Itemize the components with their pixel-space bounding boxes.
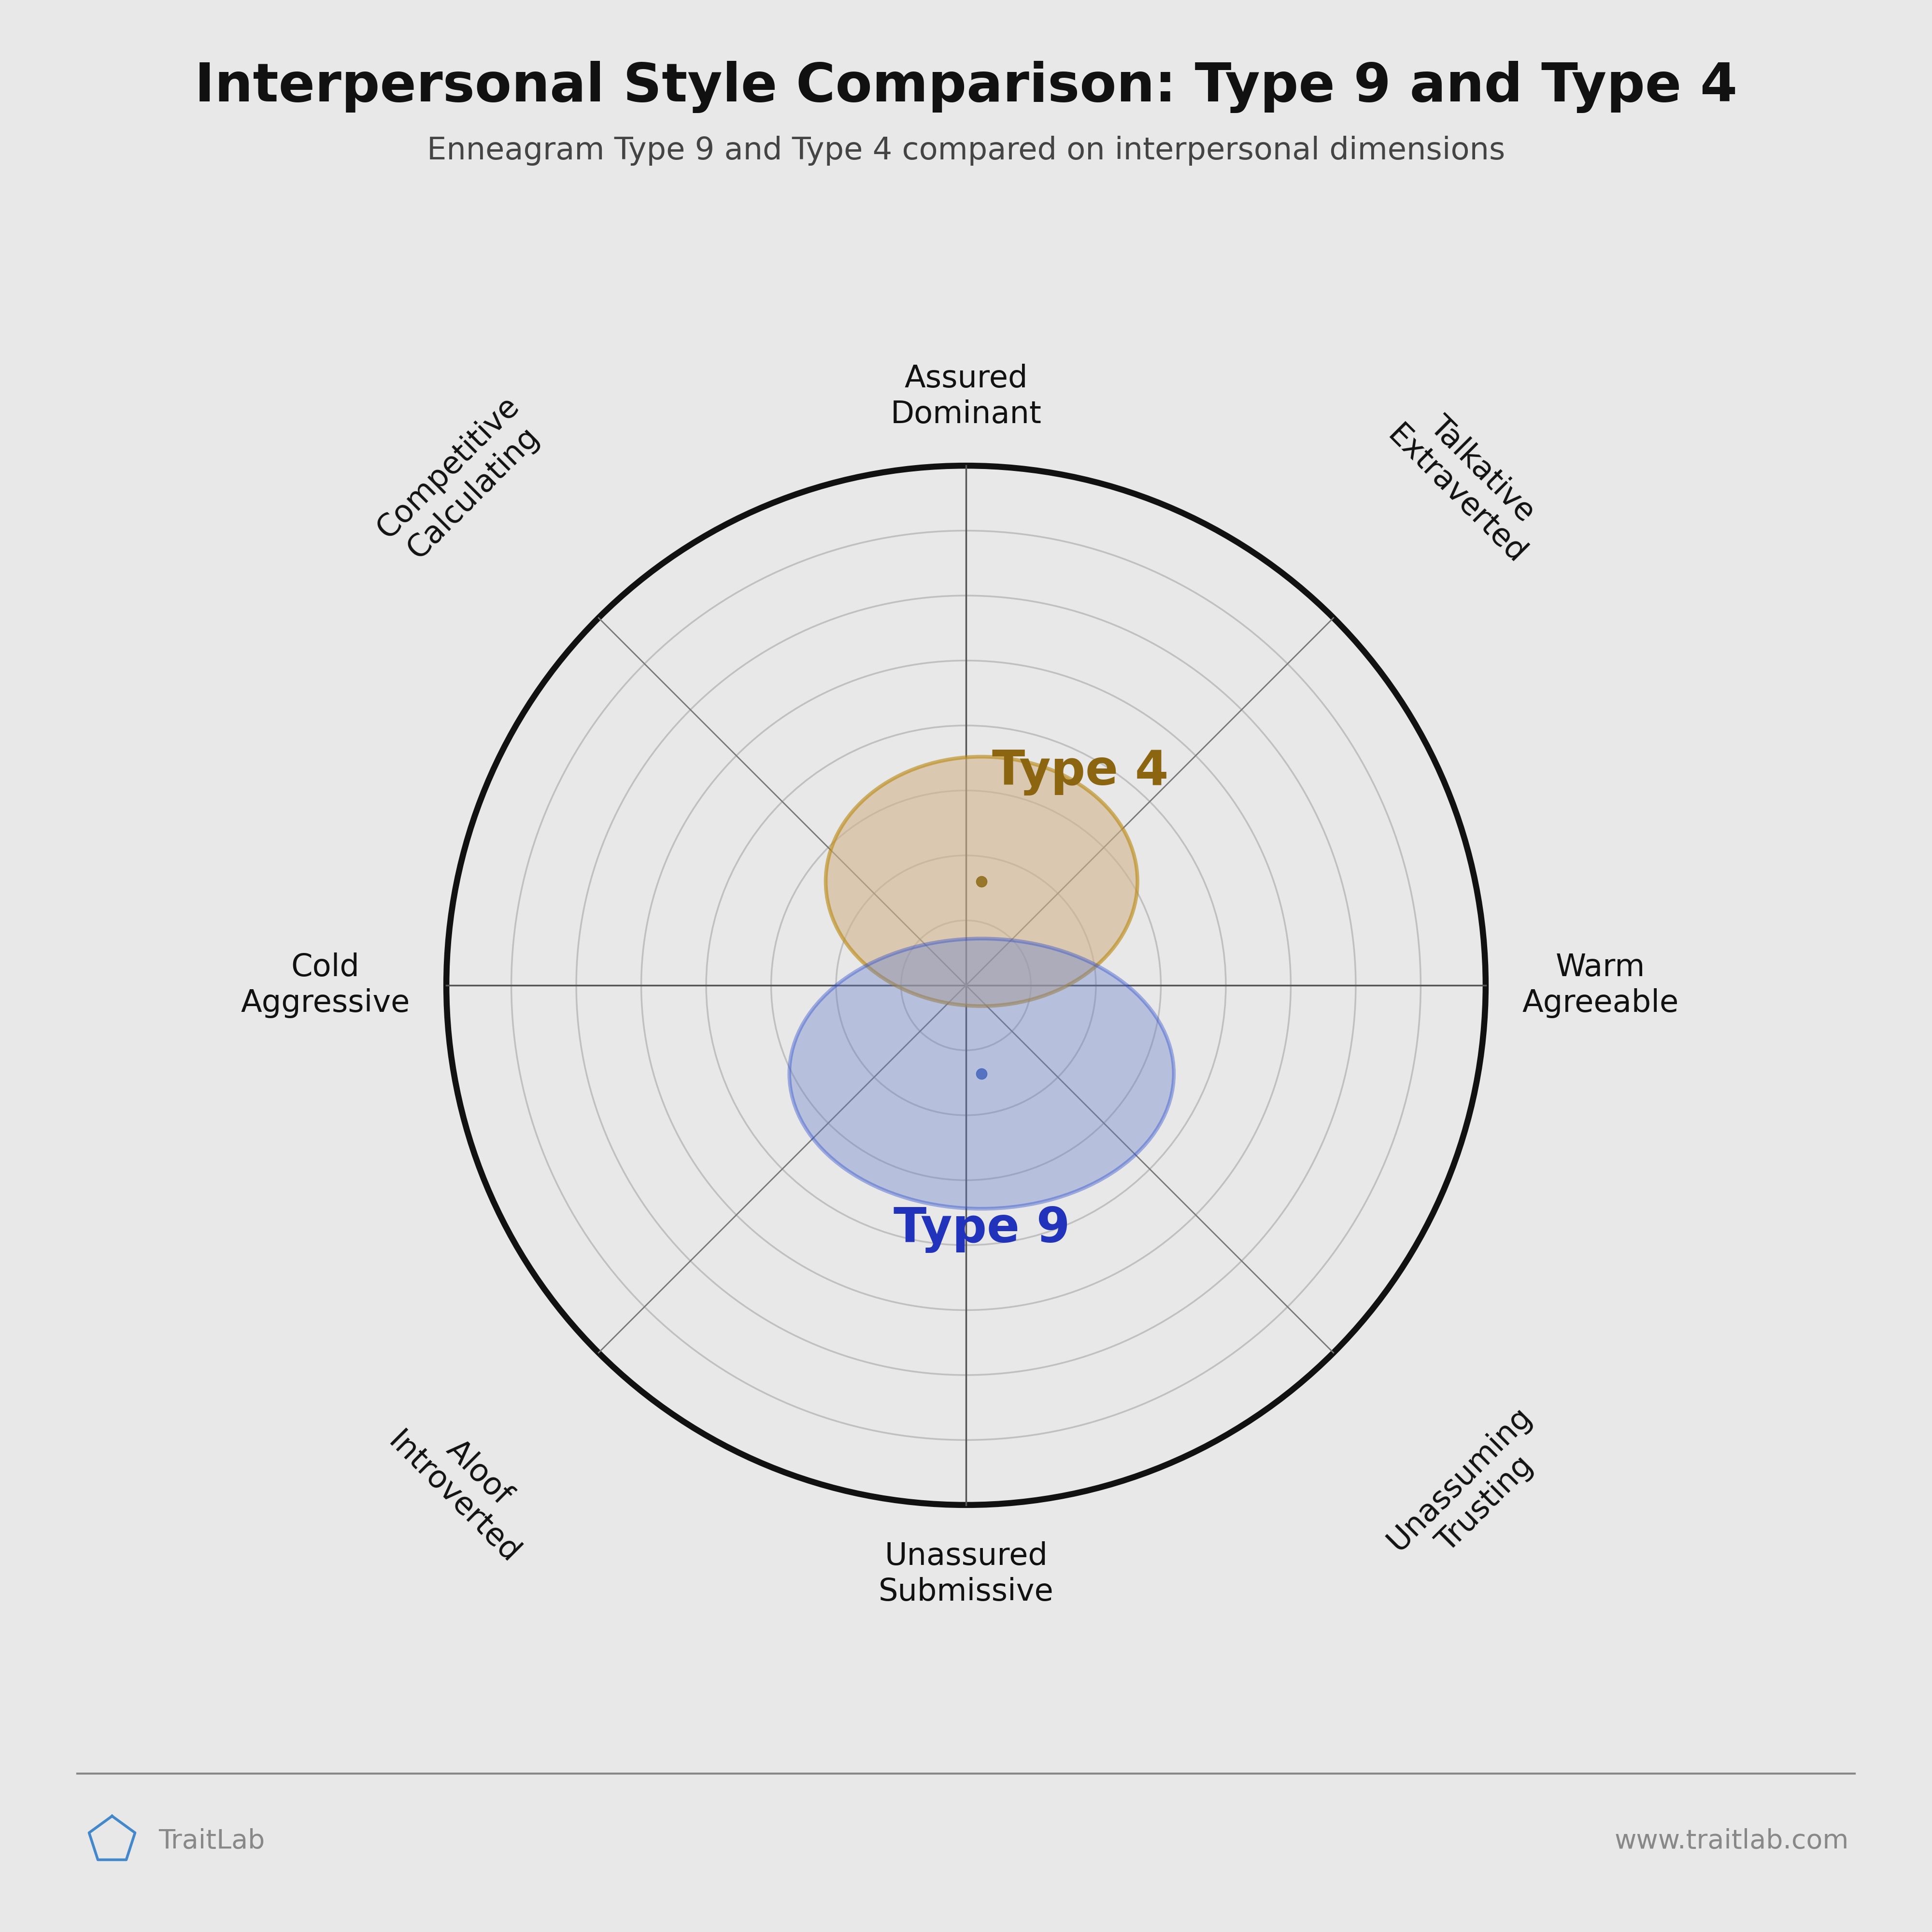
Text: Cold
Aggressive: Cold Aggressive <box>242 952 410 1018</box>
Text: Unassuming
Trusting: Unassuming Trusting <box>1381 1401 1563 1582</box>
Text: Type 4: Type 4 <box>993 750 1169 796</box>
Text: Type 9: Type 9 <box>893 1206 1070 1254</box>
Text: Warm
Agreeable: Warm Agreeable <box>1522 952 1679 1018</box>
Text: Unassured
Submissive: Unassured Submissive <box>879 1542 1053 1607</box>
Text: Talkative
Extraverted: Talkative Extraverted <box>1381 394 1557 570</box>
Text: TraitLab: TraitLab <box>158 1828 265 1855</box>
Ellipse shape <box>790 939 1175 1209</box>
Text: Assured
Dominant: Assured Dominant <box>891 363 1041 429</box>
Text: Interpersonal Style Comparison: Type 9 and Type 4: Interpersonal Style Comparison: Type 9 a… <box>195 60 1737 112</box>
Text: Competitive
Calculating: Competitive Calculating <box>371 390 551 570</box>
Ellipse shape <box>825 757 1138 1007</box>
Text: www.traitlab.com: www.traitlab.com <box>1615 1828 1849 1855</box>
Text: Aloof
Introverted: Aloof Introverted <box>383 1401 551 1569</box>
Text: Enneagram Type 9 and Type 4 compared on interpersonal dimensions: Enneagram Type 9 and Type 4 compared on … <box>427 135 1505 166</box>
